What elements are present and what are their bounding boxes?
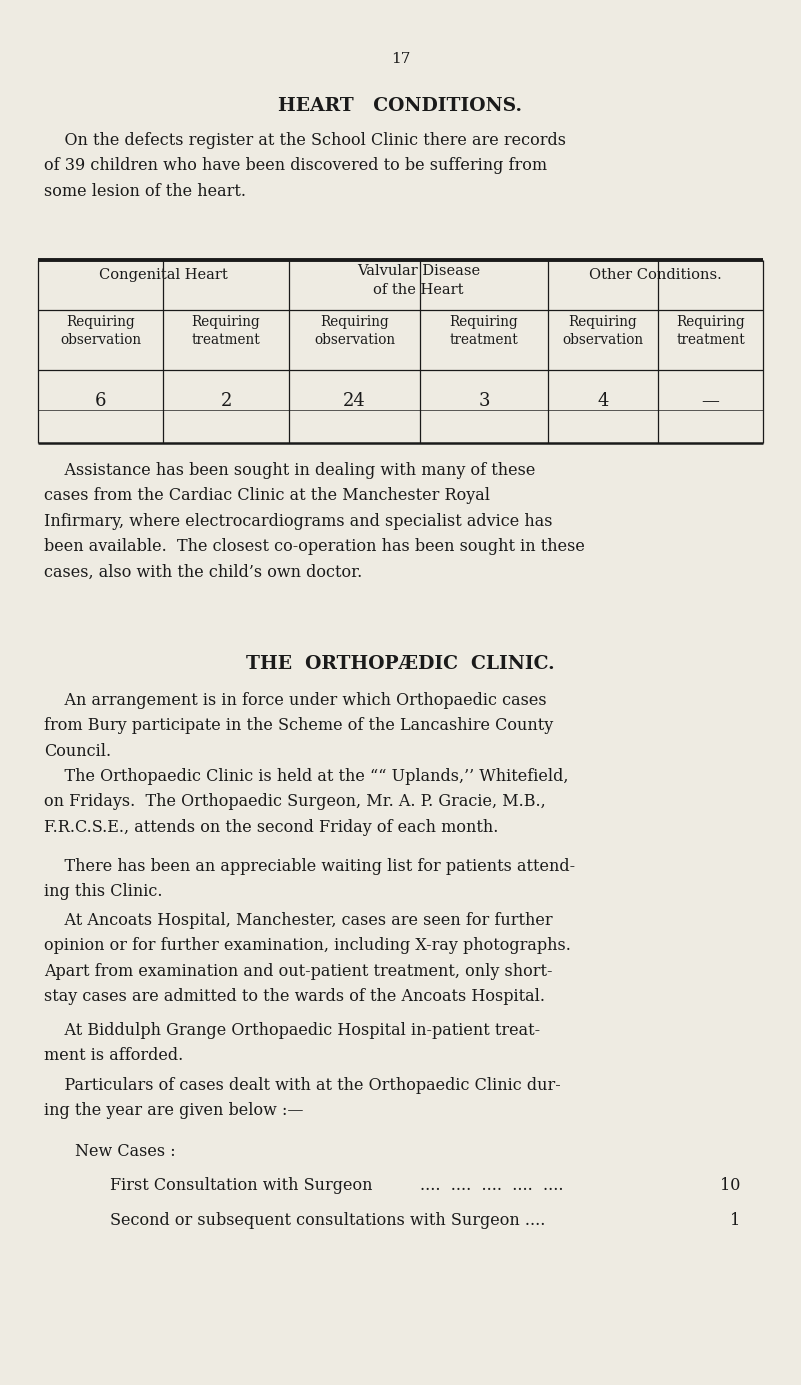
Text: Requiring
treatment: Requiring treatment	[191, 314, 260, 348]
Text: There has been an appreciable waiting list for patients attend-
ing this Clinic.: There has been an appreciable waiting li…	[44, 857, 575, 900]
Text: 4: 4	[598, 392, 609, 410]
Text: 2: 2	[220, 392, 231, 410]
Text: Particulars of cases dealt with at the Orthopaedic Clinic dur-
ing the year are : Particulars of cases dealt with at the O…	[44, 1078, 561, 1119]
Text: 3: 3	[478, 392, 489, 410]
Text: THE  ORTHOPÆDIC  CLINIC.: THE ORTHOPÆDIC CLINIC.	[246, 655, 555, 673]
Text: ....  ....  ....  ....  ....: .... .... .... .... ....	[420, 1177, 563, 1194]
Text: Requiring
treatment: Requiring treatment	[676, 314, 745, 348]
Text: Second or subsequent consultations with Surgeon ....: Second or subsequent consultations with …	[110, 1212, 545, 1228]
Text: 24: 24	[343, 392, 366, 410]
Text: Requiring
treatment: Requiring treatment	[449, 314, 518, 348]
Text: Requiring
observation: Requiring observation	[562, 314, 643, 348]
Text: Requiring
observation: Requiring observation	[60, 314, 141, 348]
Text: 1: 1	[730, 1212, 740, 1228]
Text: Valvular Disease
of the Heart: Valvular Disease of the Heart	[357, 265, 480, 296]
Text: At Ancoats Hospital, Manchester, cases are seen for further
opinion or for furth: At Ancoats Hospital, Manchester, cases a…	[44, 911, 571, 1006]
Text: The Orthopaedic Clinic is held at the ““ Uplands,’’ Whitefield,
on Fridays.  The: The Orthopaedic Clinic is held at the ““…	[44, 769, 569, 837]
Text: 6: 6	[95, 392, 107, 410]
Text: Other Conditions.: Other Conditions.	[589, 269, 722, 283]
Text: First Consultation with Surgeon: First Consultation with Surgeon	[110, 1177, 372, 1194]
Text: Requiring
observation: Requiring observation	[314, 314, 395, 348]
Text: New Cases :: New Cases :	[75, 1143, 175, 1161]
Text: 10: 10	[719, 1177, 740, 1194]
Text: An arrangement is in force under which Orthopaedic cases
from Bury participate i: An arrangement is in force under which O…	[44, 692, 553, 760]
Text: At Biddulph Grange Orthopaedic Hospital in-patient treat-
ment is afforded.: At Biddulph Grange Orthopaedic Hospital …	[44, 1022, 540, 1065]
Text: HEART   CONDITIONS.: HEART CONDITIONS.	[279, 97, 522, 115]
Text: —: —	[702, 392, 719, 410]
Text: 17: 17	[391, 53, 410, 66]
Text: Congenital Heart: Congenital Heart	[99, 269, 227, 283]
Text: Assistance has been sought in dealing with many of these
cases from the Cardiac : Assistance has been sought in dealing wi…	[44, 463, 585, 580]
Text: On the defects register at the School Clinic there are records
of 39 children wh: On the defects register at the School Cl…	[44, 132, 566, 199]
